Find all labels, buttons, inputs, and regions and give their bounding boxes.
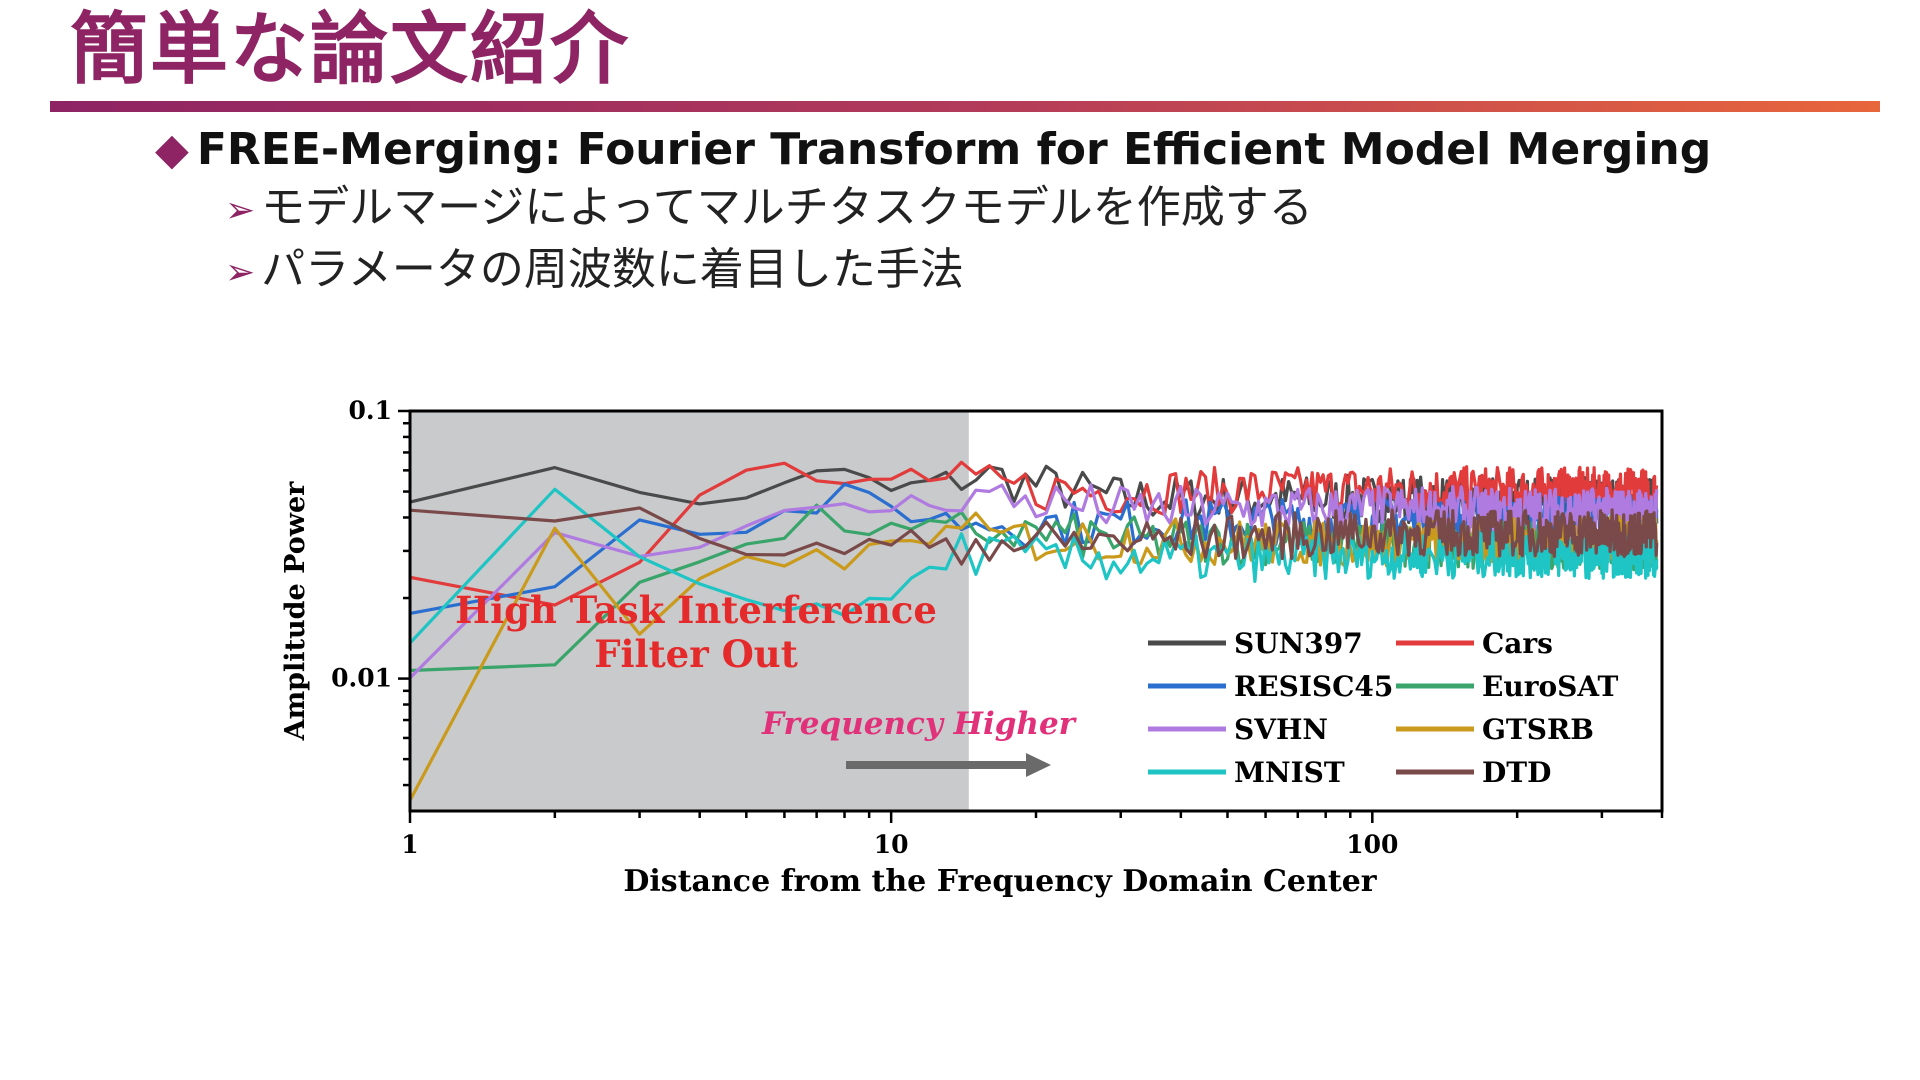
legend-label-mnist: MNIST: [1234, 756, 1345, 789]
slide-title: 簡単な論文紹介: [70, 5, 631, 95]
y-tick-label: 0.1: [349, 396, 393, 425]
legend-label-resisc45: RESISC45: [1234, 670, 1393, 703]
legend-label-eurosat: EuroSAT: [1482, 670, 1619, 703]
x-tick-label: 1: [401, 830, 418, 859]
annotation-frequency-higher: Frequency Higher: [761, 706, 1078, 742]
series-layer: [408, 460, 1659, 802]
frequency-arrow: [846, 753, 1051, 777]
x-axis-label: Distance from the Frequency Domain Cente…: [623, 864, 1377, 899]
x-tick-label: 100: [1346, 830, 1398, 859]
series-line-cars: [409, 460, 1659, 607]
series-line-dtd: [409, 506, 1659, 566]
legend-label-sun397: SUN397: [1234, 627, 1363, 660]
interference-region: [410, 411, 969, 811]
sub-bullet-2: ➢ パラメータの周波数に着目した手法: [225, 240, 964, 303]
x-tick-label: 10: [874, 830, 909, 859]
sub-bullet-text: モデルマージによってマルチタスクモデルを作成する: [261, 182, 1313, 233]
legend-label-cars: Cars: [1482, 627, 1553, 660]
title-underline: [50, 101, 1880, 112]
arrow-bullet-icon: ➢: [225, 190, 256, 231]
y-axis-label: Amplitude Power: [280, 481, 311, 741]
axis-ticks: 1 10 100 0.01 0.1: [331, 396, 1664, 859]
annotation-interference: High Task Interference: [455, 588, 937, 632]
arrow-bullet-icon: ➢: [225, 252, 256, 293]
sub-bullet-1: ➢ モデルマージによってマルチタスクモデルを作成する: [225, 178, 1313, 241]
legend-label-dtd: DTD: [1482, 756, 1551, 789]
y-tick-label: 0.01: [331, 664, 392, 693]
legend-label-svhn: SVHN: [1234, 713, 1328, 746]
sub-bullet-text: パラメータの周波数に着目した手法: [261, 244, 964, 295]
diamond-bullet-icon: ◆: [155, 124, 189, 175]
legend: SUN397 Cars RESISC45 EuroSAT SVHN GTSRB MNIST D…: [1148, 627, 1619, 789]
main-bullet-text: FREE-Merging: Fourier Transform for Effi…: [196, 124, 1712, 175]
main-bullet: ◆ FREE-Merging: Fourier Transform for Eff…: [155, 120, 1711, 180]
amplitude-chart: 1 10 100 0.01 0.1 High Task Interference Fil…: [280, 396, 1664, 899]
annotation-filter-out: Filter Out: [594, 632, 798, 676]
legend-label-gtsrb: GTSRB: [1482, 713, 1594, 746]
